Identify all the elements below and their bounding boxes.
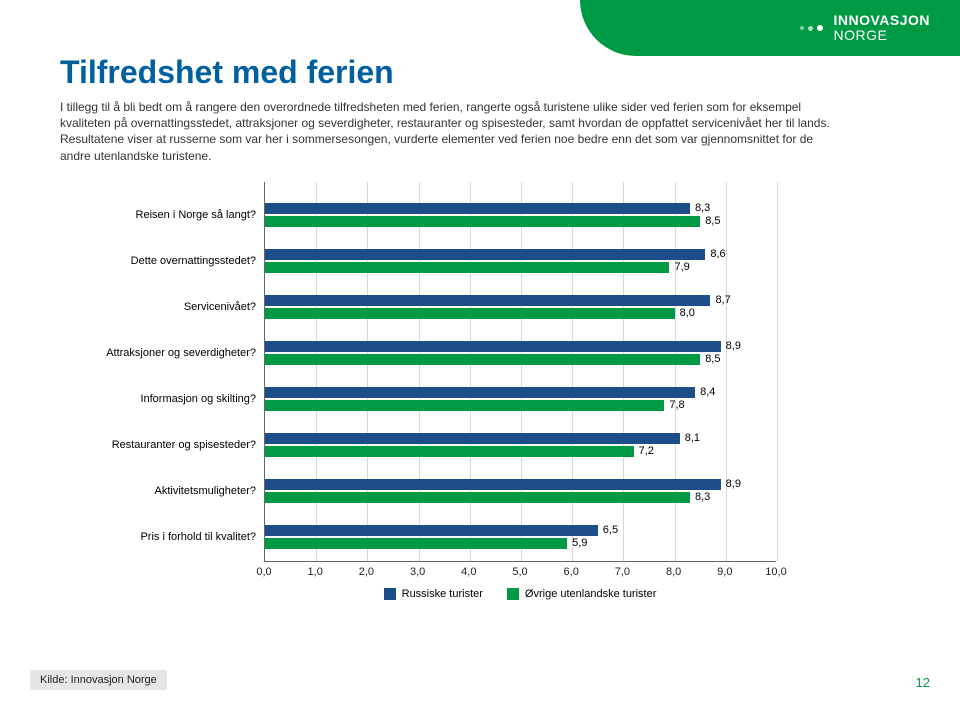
x-tick: 9,0 bbox=[717, 566, 732, 578]
legend: Russiske turister Øvrige utenlandske turi… bbox=[264, 588, 776, 600]
bar bbox=[265, 354, 700, 365]
x-tick: 5,0 bbox=[512, 566, 527, 578]
bar-value: 8,0 bbox=[680, 307, 695, 319]
bar-value: 8,7 bbox=[715, 294, 730, 306]
source-label: Kilde: Innovasjon Norge bbox=[30, 670, 167, 690]
gridline bbox=[316, 182, 317, 561]
plot-area bbox=[264, 182, 776, 562]
x-tick: 3,0 bbox=[410, 566, 425, 578]
bar-value: 7,2 bbox=[639, 445, 654, 457]
bar bbox=[265, 262, 669, 273]
gridline bbox=[470, 182, 471, 561]
bar bbox=[265, 203, 690, 214]
bar-value: 5,9 bbox=[572, 537, 587, 549]
bar bbox=[265, 295, 710, 306]
gridline bbox=[777, 182, 778, 561]
bar-value: 8,1 bbox=[685, 432, 700, 444]
bar bbox=[265, 400, 664, 411]
bar bbox=[265, 308, 675, 319]
gridline bbox=[419, 182, 420, 561]
x-tick: 0,0 bbox=[256, 566, 271, 578]
category-label: Servicenivået? bbox=[86, 301, 256, 313]
gridline bbox=[367, 182, 368, 561]
legend-label: Russiske turister bbox=[402, 588, 483, 600]
page-title: Tilfredshet med ferien bbox=[60, 54, 900, 91]
gridline bbox=[675, 182, 676, 561]
gridline bbox=[726, 182, 727, 561]
satisfaction-chart: Russiske turister Øvrige utenlandske turi… bbox=[86, 182, 806, 626]
bar-value: 8,9 bbox=[726, 340, 741, 352]
x-tick: 4,0 bbox=[461, 566, 476, 578]
body-text: I tillegg til å bli bedt om å rangere de… bbox=[60, 99, 840, 164]
page-number: 12 bbox=[916, 675, 930, 690]
bar-value: 7,8 bbox=[669, 399, 684, 411]
category-label: Reisen i Norge så langt? bbox=[86, 209, 256, 221]
category-label: Informasjon og skilting? bbox=[86, 393, 256, 405]
bar bbox=[265, 433, 680, 444]
slide: INNOVASJON NORGE Tilfredshet med ferien … bbox=[0, 0, 960, 712]
brand-line2: NORGE bbox=[833, 28, 930, 43]
legend-label: Øvrige utenlandske turister bbox=[525, 588, 656, 600]
x-tick: 2,0 bbox=[359, 566, 374, 578]
category-label: Dette overnattingsstedet? bbox=[86, 255, 256, 267]
logo-dots-icon bbox=[800, 25, 823, 31]
bar-value: 8,3 bbox=[695, 491, 710, 503]
x-tick: 10,0 bbox=[765, 566, 786, 578]
bar-value: 6,5 bbox=[603, 524, 618, 536]
bar-value: 8,4 bbox=[700, 386, 715, 398]
gridline bbox=[623, 182, 624, 561]
bar bbox=[265, 341, 721, 352]
legend-item: Øvrige utenlandske turister bbox=[507, 588, 656, 600]
legend-swatch bbox=[384, 588, 396, 600]
gridline bbox=[572, 182, 573, 561]
legend-item: Russiske turister bbox=[384, 588, 483, 600]
bar bbox=[265, 387, 695, 398]
bar-value: 8,3 bbox=[695, 202, 710, 214]
category-label: Aktivitetsmuligheter? bbox=[86, 485, 256, 497]
bar bbox=[265, 446, 634, 457]
bar-value: 8,5 bbox=[705, 353, 720, 365]
bar bbox=[265, 525, 598, 536]
bar bbox=[265, 249, 705, 260]
bar bbox=[265, 479, 721, 490]
bar bbox=[265, 492, 690, 503]
brand-line1: INNOVASJON bbox=[833, 12, 930, 28]
bar-value: 8,9 bbox=[726, 478, 741, 490]
bar-value: 7,9 bbox=[674, 261, 689, 273]
gridline bbox=[521, 182, 522, 561]
legend-swatch bbox=[507, 588, 519, 600]
category-label: Attraksjoner og severdigheter? bbox=[86, 347, 256, 359]
x-tick: 1,0 bbox=[308, 566, 323, 578]
bar-value: 8,5 bbox=[705, 215, 720, 227]
header-curve: INNOVASJON NORGE bbox=[580, 0, 960, 56]
brand-logo: INNOVASJON NORGE bbox=[800, 13, 930, 44]
bar bbox=[265, 216, 700, 227]
x-tick: 7,0 bbox=[615, 566, 630, 578]
bar bbox=[265, 538, 567, 549]
brand-text: INNOVASJON NORGE bbox=[833, 13, 930, 44]
x-tick: 6,0 bbox=[564, 566, 579, 578]
bar-value: 8,6 bbox=[710, 248, 725, 260]
category-label: Restauranter og spisesteder? bbox=[86, 439, 256, 451]
x-tick: 8,0 bbox=[666, 566, 681, 578]
category-label: Pris i forhold til kvalitet? bbox=[86, 531, 256, 543]
